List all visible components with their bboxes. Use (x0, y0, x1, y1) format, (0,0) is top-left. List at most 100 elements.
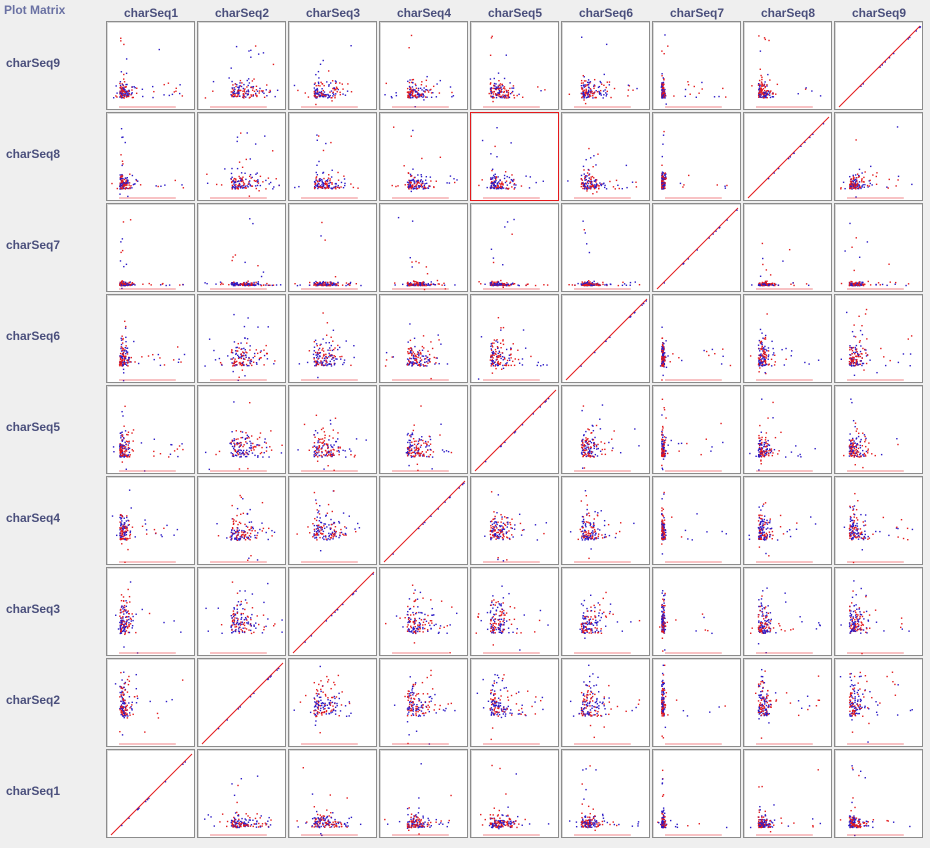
data-point (126, 93, 129, 95)
scatter-cell-charSeq8-vs-charSeq6[interactable] (561, 112, 650, 201)
data-point (334, 275, 337, 278)
scatter-cell-charSeq6-vs-charSeq3[interactable] (288, 294, 377, 383)
scatter-cell-charSeq9-vs-charSeq4[interactable] (379, 21, 468, 110)
data-point (350, 183, 352, 185)
data-point (120, 92, 123, 95)
data-point (502, 95, 504, 98)
scatter-cell-charSeq8-vs-charSeq4[interactable] (379, 112, 468, 201)
scatter-cell-charSeq7-vs-charSeq6[interactable] (561, 203, 650, 292)
scatter-cell-charSeq7-vs-charSeq1[interactable] (106, 203, 195, 292)
data-point (122, 90, 124, 92)
data-point (862, 362, 865, 365)
scatter-cell-charSeq8-vs-charSeq5[interactable] (470, 112, 559, 201)
data-point (886, 284, 888, 287)
data-point (123, 182, 125, 184)
data-point (598, 187, 600, 190)
scatter-cell-charSeq9-vs-charSeq8[interactable] (743, 21, 832, 110)
data-point (665, 173, 667, 175)
scatter-cell-charSeq5-vs-charSeq3[interactable] (288, 385, 377, 474)
data-point (410, 185, 412, 187)
data-point (153, 438, 156, 440)
data-point (318, 77, 320, 79)
data-point (131, 187, 133, 189)
data-point (123, 95, 126, 97)
data-point (231, 362, 233, 364)
scatter-cell-charSeq9-vs-charSeq5[interactable] (470, 21, 559, 110)
data-point (688, 174, 690, 177)
data-point (502, 94, 504, 96)
scatter-cell-charSeq7-vs-charSeq5[interactable] (470, 203, 559, 292)
data-point (325, 353, 327, 356)
data-point (131, 282, 134, 284)
data-point (242, 351, 244, 353)
data-point (454, 284, 456, 286)
data-point (135, 92, 138, 95)
data-point (493, 87, 495, 90)
scatter-cell-charSeq8-vs-charSeq3[interactable] (288, 112, 377, 201)
data-point (599, 92, 602, 95)
data-point (121, 287, 123, 290)
data-point (498, 282, 501, 285)
scatter-cell-charSeq9-vs-charSeq6[interactable] (561, 21, 650, 110)
data-point (869, 179, 871, 182)
data-point (544, 89, 546, 91)
data-point (610, 283, 612, 286)
data-point (178, 445, 181, 447)
data-point (765, 269, 768, 271)
scatter-cell-charSeq9-vs-charSeq3[interactable] (288, 21, 377, 110)
data-point (314, 186, 317, 189)
scatter-cell-charSeq8-vs-charSeq2[interactable] (197, 112, 286, 201)
data-point (236, 350, 239, 352)
scatter-cell-charSeq6-vs-charSeq5[interactable] (470, 294, 559, 383)
scatter-cell-charSeq6-vs-charSeq4[interactable] (379, 294, 468, 383)
scatter-cell-charSeq6-vs-charSeq1[interactable] (106, 294, 195, 383)
scatter-cell-charSeq7-vs-charSeq8[interactable] (743, 203, 832, 292)
data-point (306, 361, 309, 364)
data-point (439, 156, 442, 158)
data-point (241, 362, 244, 364)
scatter-cell-charSeq8-vs-charSeq7[interactable] (652, 112, 741, 201)
data-point (423, 184, 426, 187)
scatter-cell-charSeq6-vs-charSeq8[interactable] (743, 294, 832, 383)
scatter-cell-charSeq8-vs-charSeq9[interactable] (834, 112, 923, 201)
data-point (250, 444, 252, 447)
data-point (844, 250, 846, 252)
data-point (627, 95, 629, 97)
data-point (322, 441, 325, 443)
scatter-cell-charSeq6-vs-charSeq6[interactable] (561, 294, 650, 383)
scatter-cell-charSeq9-vs-charSeq9[interactable] (834, 21, 923, 110)
data-point (220, 282, 223, 284)
scatter-cell-charSeq7-vs-charSeq2[interactable] (197, 203, 286, 292)
data-point (181, 443, 183, 445)
scatter-cell-charSeq6-vs-charSeq2[interactable] (197, 294, 286, 383)
scatter-cell-charSeq7-vs-charSeq4[interactable] (379, 203, 468, 292)
data-point (761, 242, 764, 245)
scatter-cell-charSeq7-vs-charSeq7[interactable] (652, 203, 741, 292)
data-point (315, 284, 317, 286)
scatter-cell-charSeq7-vs-charSeq9[interactable] (834, 203, 923, 292)
data-point (321, 93, 324, 95)
data-point (128, 283, 130, 286)
scatter-cell-charSeq9-vs-charSeq7[interactable] (652, 21, 741, 110)
data-point (257, 456, 259, 458)
data-point (661, 361, 664, 363)
scatter-cell-charSeq5-vs-charSeq2[interactable] (197, 385, 286, 474)
data-point (663, 342, 665, 345)
scatter-cell-charSeq6-vs-charSeq7[interactable] (652, 294, 741, 383)
scatter-cell-charSeq7-vs-charSeq3[interactable] (288, 203, 377, 292)
scatter-cell-charSeq9-vs-charSeq1[interactable] (106, 21, 195, 110)
scatter-cell-charSeq6-vs-charSeq9[interactable] (834, 294, 923, 383)
data-point (497, 86, 499, 88)
scatter-cell-charSeq9-vs-charSeq2[interactable] (197, 21, 286, 110)
data-point (663, 92, 665, 95)
data-point (722, 87, 724, 90)
data-point (316, 363, 318, 365)
data-point (125, 449, 127, 451)
scatter-cell-charSeq8-vs-charSeq1[interactable] (106, 112, 195, 201)
data-point (500, 327, 502, 329)
data-point (318, 180, 321, 182)
scatter-cell-charSeq8-vs-charSeq8[interactable] (743, 112, 832, 201)
data-point (175, 90, 177, 92)
scatter-cell-charSeq5-vs-charSeq1[interactable] (106, 385, 195, 474)
data-point (261, 91, 264, 93)
